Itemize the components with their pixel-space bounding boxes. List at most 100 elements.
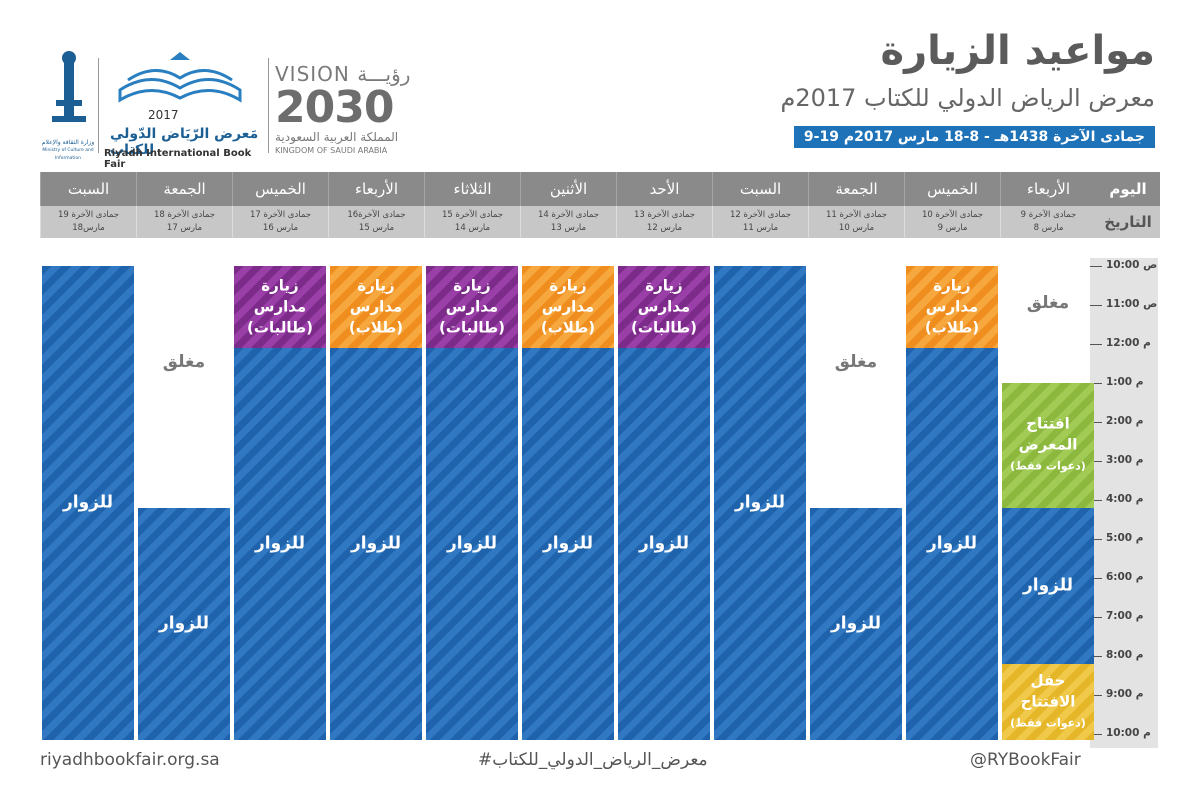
block-label: للزوار (62, 492, 114, 513)
gregorian-date: 11 مارس (742, 223, 779, 233)
time-label: 1:00 م (1106, 376, 1144, 388)
block-label: (طالبات) (247, 318, 313, 337)
gregorian-date: 14 مارس (454, 223, 491, 233)
block-label: للزوار (830, 613, 882, 634)
block-label: المعرض (1018, 435, 1078, 454)
fair-year: 2017 (148, 108, 179, 122)
hijri-date: 15 جمادى الآخرة (441, 210, 504, 220)
opening-exhibit-block: افتتاح المعرض (دعوات فقط) (1002, 383, 1094, 508)
hashtag: #معرض_الرياض_الدولي_للكتاب (478, 750, 708, 770)
day-cell: الأثنين (520, 172, 616, 206)
time-tick (1090, 656, 1102, 657)
block-label: للزوار (254, 533, 306, 554)
date-cell: 10 جمادى الآخرة 9 مارس (904, 206, 1000, 238)
date-cell: 15 جمادى الآخرة 14 مارس (424, 206, 520, 238)
visitors-block: للزوار (618, 347, 710, 740)
time-label: 11:00 ص (1106, 298, 1158, 310)
time-tick (1090, 500, 1102, 501)
block-label: للزوار (158, 613, 210, 634)
visitors-block: للزوار (330, 347, 422, 740)
visitors-block: للزوار (42, 266, 134, 740)
block-label: الافتتاح (1020, 692, 1076, 711)
gregorian-date: 12 مارس (646, 223, 683, 233)
fair-name-en: Riyadh International Book Fair (104, 148, 252, 170)
time-tick (1090, 617, 1102, 618)
visitors-block: للزوار (906, 347, 998, 740)
day-cell: الأربعاء (328, 172, 424, 206)
visitors-block: للزوار (426, 347, 518, 740)
day-cell: الجمعة (808, 172, 904, 206)
time-label: 9:00 م (1106, 688, 1144, 700)
block-label: زيارة مدارس (541, 276, 595, 316)
block-label: (طلاب) (540, 318, 596, 337)
day-cell: السبت (40, 172, 136, 206)
time-label: 10:00 م (1106, 727, 1151, 739)
time-tick (1090, 422, 1102, 423)
logo-divider (98, 58, 99, 153)
block-label: زيارة مدارس (925, 276, 979, 316)
vision-country-en: KINGDOM OF SAUDI ARABIA (275, 146, 388, 155)
time-label: 7:00 م (1106, 610, 1144, 622)
closed-label: مغلق (1026, 293, 1070, 314)
block-label: للزوار (638, 533, 690, 554)
hijri-date: 10 جمادى الآخرة (921, 210, 984, 220)
date-cell: 13 جمادى الآخرة 12 مارس (616, 206, 712, 238)
vision-country-ar: المملكة العربية السعودية (275, 130, 399, 144)
visitors-block: للزوار (138, 507, 230, 740)
block-label: زيارة مدارس (445, 276, 499, 316)
website-link[interactable]: riyadhbookfair.org.sa (40, 750, 220, 770)
block-label: (طلاب) (348, 318, 404, 337)
gregorian-date: 13 مارس (550, 223, 587, 233)
block-label: (طالبات) (439, 318, 505, 337)
gregorian-date: 8 مارس (1033, 223, 1064, 233)
date-label: التاريخ (1104, 213, 1152, 231)
open-book-icon (118, 52, 242, 103)
block-label: زيارة مدارس (637, 276, 691, 316)
time-tick (1090, 695, 1102, 696)
vision-2030-logo: VISION رؤيـــة 2030 المملكة العربية السع… (275, 60, 415, 160)
date-range-badge: 9-19 جمادى الآخرة 1438هـ - 8-18 مارس 201… (793, 126, 1155, 148)
gregorian-date: 15 مارس (358, 223, 395, 233)
gregorian-date: 16 مارس (262, 223, 299, 233)
hijri-date: 12 جمادى الآخرة (729, 210, 792, 220)
hijri-date: 14 جمادى الآخرة (537, 210, 600, 220)
hijri-date: 13 جمادى الآخرة (633, 210, 696, 220)
day-cell: الأربعاء (1000, 172, 1096, 206)
vision-year: 2030 (275, 82, 394, 133)
time-tick (1090, 305, 1102, 306)
block-label: (طلاب) (924, 318, 980, 337)
time-label: 8:00 م (1106, 649, 1144, 661)
dates-row: التاريخ 9 جمادى الآخرة 8 مارس 10 جمادى الآ… (40, 206, 1160, 238)
opening-ceremony-block: حفل الافتتاح (دعوات فقط) (1002, 663, 1094, 740)
day-cell: الأحد (616, 172, 712, 206)
block-label: (دعوات فقط) (1010, 716, 1086, 730)
visitors-block: للزوار (1002, 507, 1094, 664)
day-cell: الخميس (232, 172, 328, 206)
date-cell: 14 جمادى الآخرة 13 مارس (520, 206, 616, 238)
twitter-handle[interactable]: @RYBookFair (970, 750, 1081, 770)
school-boys-block: زيارة مدارس (طلاب) (906, 266, 998, 348)
date-cell: 11 جمادى الآخرة 10 مارس (808, 206, 904, 238)
time-axis: 10:00 ص 11:00 ص 12:00 م 1:00 م 2:00 م 3:00 م 4… (1090, 258, 1158, 748)
visitors-block: للزوار (234, 347, 326, 740)
ministry-logo: وزارة الثقافة والإعلام Ministry of Cultu… (38, 50, 98, 161)
visitors-block: للزوار (810, 507, 902, 740)
block-label: للزوار (1022, 575, 1074, 596)
time-tick (1090, 344, 1102, 345)
time-tick (1090, 734, 1102, 735)
day-cell: الثلاثاء (424, 172, 520, 206)
block-label: للزوار (734, 492, 786, 513)
day-label: اليوم (1109, 180, 1147, 198)
date-cell: 12 جمادى الآخرة 11 مارس (712, 206, 808, 238)
ministry-emblem-icon (52, 51, 86, 122)
page-subtitle: معرض الرياض الدولي للكتاب 2017م (780, 84, 1155, 112)
date-cell: 19 جمادى الآخرة 18مارس (40, 206, 136, 238)
time-tick (1090, 266, 1102, 267)
fair-name-ar: مَعرض الرّيَاض الدّولي للكتاب (110, 126, 259, 158)
hijri-date: 17 جمادى الآخرة (249, 210, 312, 220)
block-label: (دعوات فقط) (1010, 459, 1086, 473)
hijri-date: 9 جمادى الآخرة (1020, 210, 1077, 220)
school-girls-block: زيارة مدارس (طالبات) (426, 266, 518, 348)
logo-divider (268, 58, 269, 153)
visitors-block: للزوار (714, 266, 806, 740)
